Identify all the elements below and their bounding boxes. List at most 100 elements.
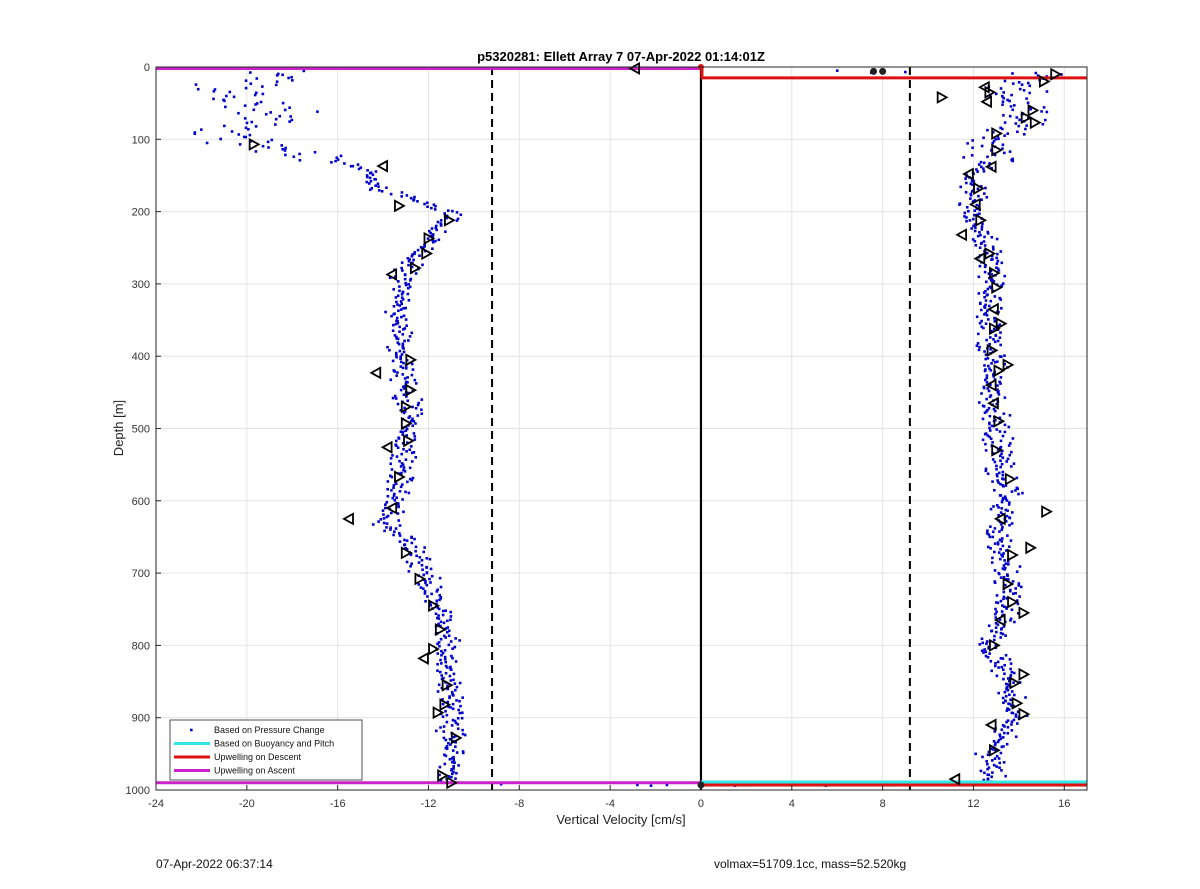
pressure-point [411,253,414,256]
pressure-point [431,247,434,251]
pressure-point [1003,79,1007,83]
pressure-point [313,150,317,154]
pressure-point [1006,509,1009,513]
pressure-point [1008,501,1011,504]
buoyancy-triangle-marker [1002,358,1015,372]
pressure-point [1005,686,1009,690]
pressure-point [1010,608,1014,612]
buoyancy-triangle-marker [993,613,1006,627]
pressure-point [411,368,415,371]
pressure-point [444,636,448,639]
pressure-point [445,744,449,748]
pressure-point [969,182,973,185]
pressure-point [399,409,403,412]
pressure-point [452,758,456,761]
pressure-point [455,699,458,702]
pressure-point [1002,575,1006,579]
pressure-point [999,343,1002,347]
pressure-point [999,446,1002,450]
pressure-point [997,691,1000,695]
pressure-point [996,740,1000,744]
pressure-point [276,72,280,76]
pressure-point [999,599,1003,603]
pressure-point [986,387,990,390]
buoyancy-triangle-marker [409,261,422,275]
pressure-point [407,259,411,263]
pressure-point [1015,570,1019,574]
pressure-point [402,393,406,396]
pressure-point [287,76,290,80]
buoyancy-triangle-marker [1027,103,1040,117]
pressure-point [449,668,453,672]
pressure-point [984,186,987,190]
pressure-point [390,475,394,479]
buoyancy-triangle-marker [405,353,418,367]
pressure-point [386,345,389,349]
pressure-point [987,389,991,393]
pressure-point [1001,632,1005,636]
pressure-point [987,304,991,308]
pressure-point [434,226,438,230]
pressure-point [454,745,457,748]
pressure-point [397,519,401,522]
buoyancy-triangle-marker [995,317,1008,331]
footer-vehicle-info: volmax=51709.1cc, mass=52.520kg [714,857,907,871]
pressure-point [985,410,988,413]
pressure-point [1013,104,1016,107]
pressure-point [1015,599,1019,602]
pressure-point [999,737,1003,741]
pressure-point [399,308,403,311]
pressure-point [281,147,284,151]
pressure-point [407,491,411,495]
pressure-point [999,494,1003,497]
pressure-point [991,359,995,362]
pressure-point [1045,90,1049,93]
pressure-point [973,229,977,233]
pressure-point [971,238,975,241]
pressure-point [398,285,401,288]
pressure-point [443,212,446,215]
pressure-point [403,406,406,410]
pressure-point [1010,704,1013,708]
pressure-point [429,603,432,607]
pressure-point [965,219,968,223]
pressure-point [389,474,392,478]
pressure-point [1002,96,1005,100]
pressure-point [447,741,450,745]
pressure-point [436,220,440,224]
pressure-point [453,761,456,765]
footer-timestamp: 07-Apr-2022 06:37:14 [156,857,273,871]
pressure-point [971,146,974,150]
pressure-point [1018,595,1021,598]
pressure-point [430,574,434,578]
pressure-point [421,568,424,572]
pressure-point [1010,720,1014,724]
pressure-point [386,480,390,483]
pressure-point [415,554,418,558]
pressure-point [1003,134,1006,137]
pressure-point [1003,568,1006,571]
pressure-point [437,617,441,620]
buoyancy-triangle-marker [984,85,997,99]
pressure-point [422,573,426,577]
pressure-point [410,331,414,335]
pressure-point [987,647,990,650]
pressure-point [459,704,462,708]
pressure-point [991,130,995,134]
pressure-point [978,321,982,325]
pressure-point [461,751,465,755]
pressure-point [998,380,1001,384]
pressure-point [365,180,369,184]
pressure-point [401,297,405,301]
pressure-point [649,784,653,787]
pressure-point [395,316,399,320]
pressure-point [391,329,395,333]
pressure-point [1002,597,1005,601]
buoyancy-triangle-marker [437,769,449,783]
pressure-point [965,216,968,219]
pressure-point [995,428,999,431]
pressure-point [990,561,994,564]
pressure-point [398,532,401,535]
pressure-point [1010,690,1014,693]
pressure-point [406,480,409,484]
